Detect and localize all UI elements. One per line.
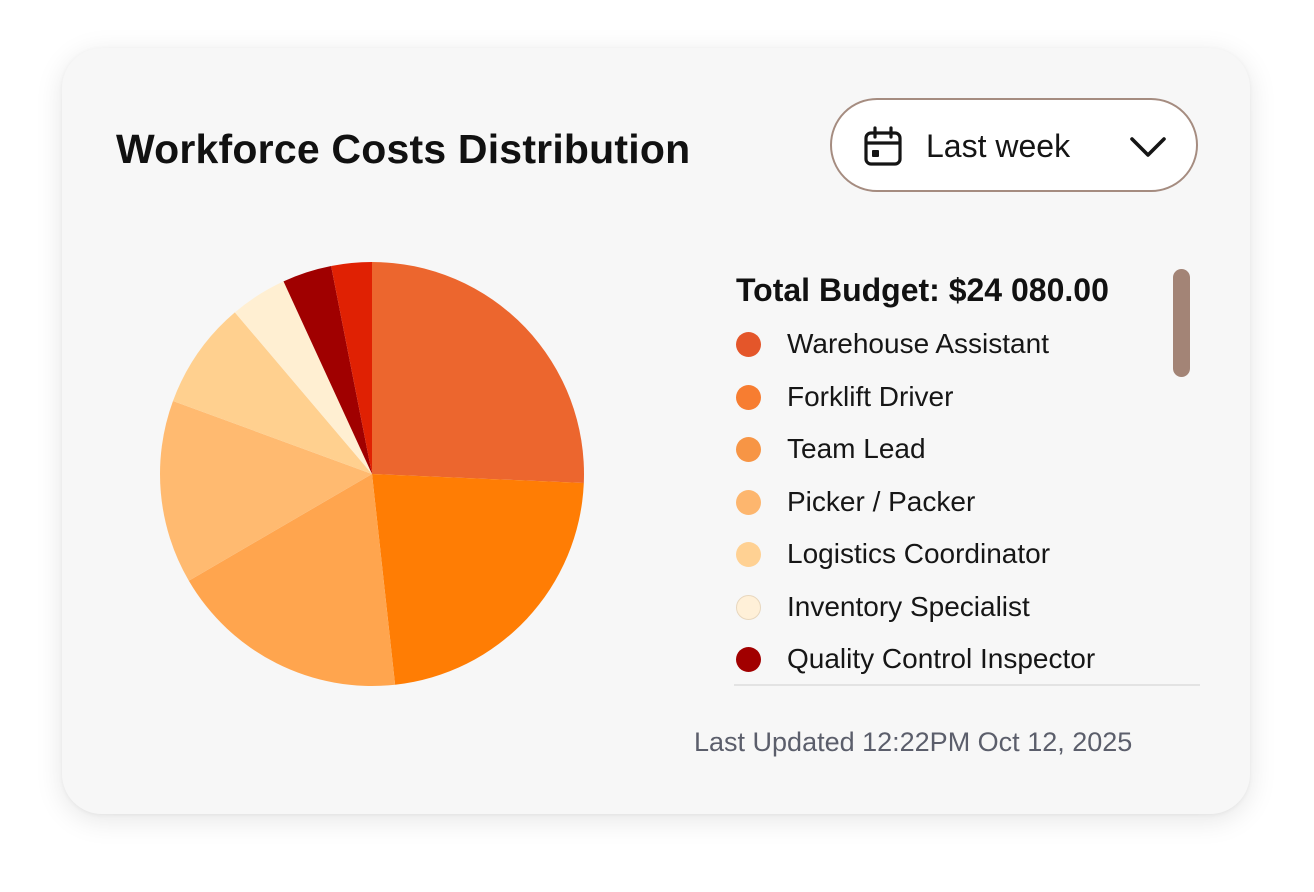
legend-divider — [734, 684, 1200, 686]
pie-slice-1[interactable] — [372, 262, 585, 483]
workforce-costs-card: Workforce Costs Distribution Last week T… — [62, 48, 1250, 814]
legend-item-label: Warehouse Assistant — [787, 328, 1049, 359]
legend-swatch — [736, 489, 761, 515]
last-updated-text: Last Updated 12:22PM Oct 12, 2025 — [694, 727, 1133, 757]
card-title: Workforce Costs Distribution — [116, 126, 691, 172]
calendar-icon — [864, 126, 902, 166]
legend-item: Picker / Packer — [734, 485, 1154, 541]
period-dropdown[interactable]: Last week — [830, 98, 1198, 192]
legend-item-label: Team Lead — [787, 433, 926, 464]
pie-slice-6[interactable] — [234, 281, 372, 474]
legend-swatch — [736, 332, 761, 357]
legend-item-label: Quality Control Inspector — [787, 643, 1096, 674]
total-budget-label: Total Budget: $24 080.00 — [736, 272, 1109, 308]
legend-item: Logistics Coordinator — [734, 538, 1154, 593]
chevron-down-icon — [1130, 137, 1166, 157]
pie-slice-7[interactable] — [283, 265, 372, 474]
legend-swatch — [736, 542, 761, 567]
legend-scrollbar-thumb[interactable] — [1173, 269, 1190, 377]
legend-swatch — [736, 384, 761, 410]
legend-swatch — [736, 647, 761, 672]
legend-item: Forklift Driver — [734, 380, 1154, 436]
legend-item: Quality Control Inspector — [734, 643, 1154, 686]
legend-list: Warehouse Assistant Forklift Driver Team L… — [734, 328, 1154, 686]
legend-item-label: Picker / Packer — [787, 485, 976, 517]
legend-item-label: Forklift Driver — [787, 380, 954, 412]
legend-swatch — [736, 437, 761, 462]
legend-item: Warehouse Assistant — [734, 328, 1154, 383]
pie-slice-4[interactable] — [159, 400, 372, 581]
pie-slice-8[interactable] — [331, 262, 372, 474]
legend-swatch — [736, 594, 761, 620]
legend-panel: Total Budget: $24 080.00 Warehouse Assis… — [734, 266, 1200, 686]
pie-slice-3[interactable] — [188, 474, 396, 687]
pie-chart — [159, 262, 585, 687]
legend-item-label: Logistics Coordinator — [787, 538, 1051, 569]
pie-slice-5[interactable] — [172, 312, 372, 474]
legend-item: Team Lead — [734, 433, 1154, 488]
pie-slice-2[interactable] — [372, 474, 584, 685]
period-dropdown-value: Last week — [926, 128, 1071, 164]
legend-item: Inventory Specialist — [734, 590, 1154, 646]
legend-item-label: Inventory Specialist — [787, 590, 1030, 622]
